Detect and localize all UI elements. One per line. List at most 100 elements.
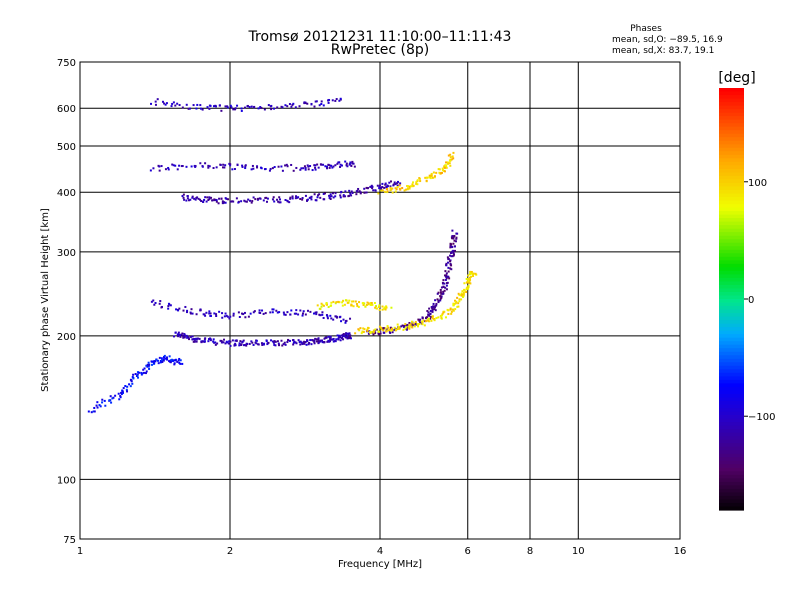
data-point (375, 305, 378, 308)
data-point (424, 320, 427, 323)
data-point (120, 393, 123, 396)
data-point (366, 328, 369, 331)
data-point (460, 298, 463, 301)
data-point (292, 102, 295, 105)
data-point (129, 378, 132, 381)
stats-heading: Phases (630, 24, 662, 34)
data-point (212, 338, 215, 341)
data-point (334, 192, 337, 195)
data-point (469, 270, 472, 273)
data-point (315, 340, 318, 343)
colorbar-segment (719, 154, 744, 159)
data-point (295, 166, 298, 169)
data-point (136, 373, 139, 376)
colorbar-segment (719, 267, 744, 272)
data-point (367, 332, 370, 335)
data-point (460, 293, 463, 296)
data-point (306, 102, 309, 105)
data-point (117, 392, 120, 395)
data-point (271, 198, 274, 201)
data-point (294, 197, 297, 200)
data-point (223, 166, 226, 169)
data-point (211, 199, 214, 202)
data-point (394, 187, 397, 190)
x-tick-label: 16 (674, 546, 687, 557)
data-point (393, 329, 396, 332)
colorbar-segment (719, 119, 744, 124)
data-point (190, 165, 193, 168)
data-point (369, 331, 372, 334)
data-point (345, 332, 348, 335)
data-point (357, 328, 360, 331)
data-point (314, 168, 317, 171)
data-point (178, 104, 181, 107)
data-point (150, 300, 153, 303)
data-point (354, 332, 357, 335)
data-point (227, 198, 230, 201)
data-point (342, 318, 345, 321)
data-point (315, 313, 318, 316)
data-point (302, 167, 305, 170)
data-point (158, 302, 161, 305)
data-point (390, 188, 393, 191)
data-point (131, 382, 134, 385)
data-point (224, 105, 227, 108)
data-point (319, 339, 322, 342)
data-point (453, 253, 456, 256)
data-point (418, 319, 421, 322)
data-point (430, 319, 433, 322)
data-point (332, 196, 335, 199)
data-point (428, 176, 431, 179)
data-point (393, 181, 396, 184)
data-point (276, 311, 279, 314)
data-point (121, 391, 124, 394)
data-point (412, 323, 415, 326)
colorbar-segment (719, 179, 744, 184)
trace-series (354, 270, 478, 335)
data-point (186, 336, 189, 339)
colorbar-segment (719, 168, 744, 173)
data-point (228, 340, 231, 343)
data-point (317, 338, 320, 341)
colorbar-segment (719, 186, 744, 191)
data-point (420, 320, 423, 323)
data-point (323, 198, 326, 201)
data-point (230, 200, 233, 203)
data-point (425, 316, 428, 319)
data-point (315, 199, 318, 202)
colorbar-segment (719, 506, 744, 511)
data-point (365, 186, 368, 189)
data-point (274, 344, 277, 347)
data-point (431, 307, 434, 310)
data-point (448, 277, 451, 280)
data-point (322, 104, 325, 107)
data-point (369, 303, 372, 306)
data-point (254, 198, 257, 201)
data-point (174, 104, 177, 107)
data-point (339, 194, 342, 197)
data-point (421, 323, 424, 326)
data-point (276, 198, 279, 201)
data-point (292, 169, 295, 172)
trace-series (316, 299, 393, 311)
data-point (177, 333, 180, 336)
data-point (404, 327, 407, 330)
data-point (259, 197, 262, 200)
data-point (318, 193, 321, 196)
data-point (319, 314, 322, 317)
x-tick-label: 8 (527, 546, 533, 557)
data-point (391, 191, 394, 194)
data-point (155, 358, 158, 361)
data-point (381, 189, 384, 192)
data-point (450, 251, 453, 254)
data-point (369, 185, 372, 188)
data-point (443, 170, 446, 173)
data-point (404, 323, 407, 326)
data-point (125, 388, 128, 391)
data-point (325, 314, 328, 317)
data-point (451, 155, 454, 158)
data-point (338, 161, 341, 164)
data-point (216, 342, 219, 345)
data-point (439, 299, 442, 302)
data-point (256, 166, 259, 169)
